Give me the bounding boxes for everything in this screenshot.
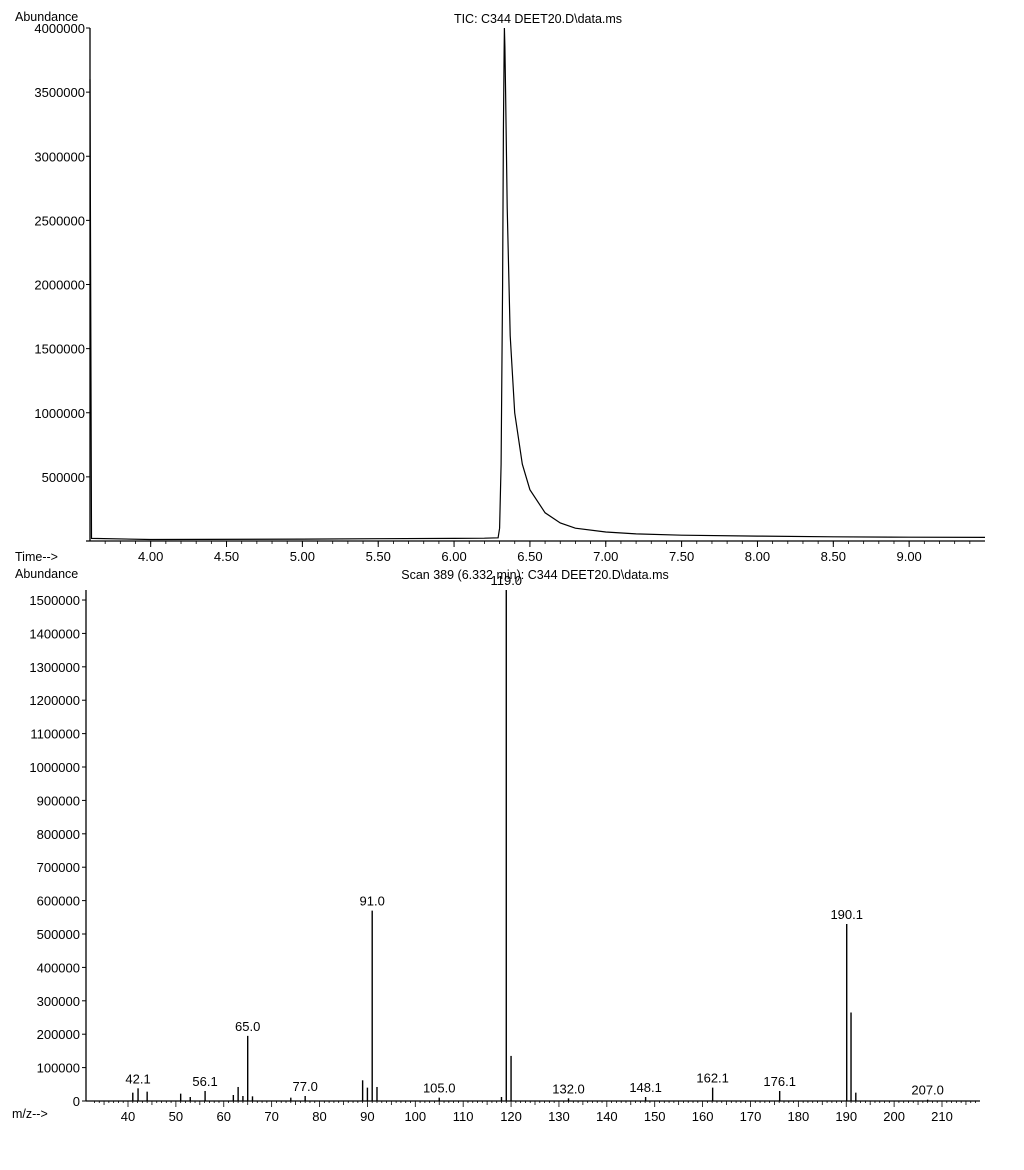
tic-x-tick-label: 5.00	[290, 549, 315, 564]
ms-x-tick-label: 120	[500, 1109, 522, 1124]
ms-x-tick-label: 100	[404, 1109, 426, 1124]
ms-y-ticks: 0 100000 200000 300000 400000 500000 600000 700…	[29, 593, 86, 1109]
ms-x-tick-label: 130	[548, 1109, 570, 1124]
tic-x-ticks: 4.00 4.50 5.00 5.50 6.00 6.50 7.00 7.50 8.00 8.50…	[104, 541, 971, 564]
tic-xlabel: Time-->	[15, 550, 58, 564]
ms-y-tick-label: 800000	[37, 827, 80, 842]
tic-chart: Abundance TIC: C344 DEET20.D\data.ms 500…	[15, 10, 986, 564]
ms-x-tick-label: 190	[835, 1109, 857, 1124]
ms-x-tick-label: 210	[931, 1109, 953, 1124]
tic-x-tick-label: 6.00	[441, 549, 466, 564]
tic-x-tick-label: 7.00	[593, 549, 618, 564]
ms-x-tick-label: 40	[121, 1109, 135, 1124]
ms-peak-label: 91.0	[360, 894, 385, 909]
tic-y-tick-label: 3000000	[34, 149, 85, 164]
tic-trace-line	[89, 27, 986, 541]
tic-x-tick-label: 7.50	[669, 549, 694, 564]
ms-x-ticks: 40 50 60 70 80 90 100 110 120 130 140 150 160 170 180 1…	[94, 1101, 976, 1124]
ms-y-tick-label: 1500000	[29, 593, 80, 608]
ms-x-tick-label: 170	[740, 1109, 762, 1124]
ms-y-tick-label: 1000000	[29, 760, 80, 775]
ms-x-tick-label: 160	[692, 1109, 714, 1124]
ms-y-tick-label: 200000	[37, 1027, 80, 1042]
tic-x-tick-label: 5.50	[366, 549, 391, 564]
ms-y-tick-label: 1400000	[29, 626, 80, 641]
ms-peak-label: 56.1	[192, 1074, 217, 1089]
tic-y-tick-label: 1500000	[34, 342, 85, 357]
ms-y-tick-label: 100000	[37, 1061, 80, 1076]
ms-y-tick-label: 400000	[37, 960, 80, 975]
ms-x-tick-label: 60	[217, 1109, 231, 1124]
ms-y-tick-label: 300000	[37, 994, 80, 1009]
tic-x-tick-label: 4.50	[214, 549, 239, 564]
mass-spectrum-chart: Abundance Scan 389 (6.332 min): C344 DEE…	[12, 567, 980, 1124]
ms-peak-label: 77.0	[293, 1079, 318, 1094]
tic-y-tick-label: 500000	[42, 470, 85, 485]
ms-y-tick-label: 700000	[37, 860, 80, 875]
ms-peak-label: 132.0	[552, 1081, 585, 1096]
tic-y-tick-label: 4000000	[34, 21, 85, 36]
ms-y-tick-label: 900000	[37, 793, 80, 808]
tic-y-ticks: 500000 1000000 1500000 2000000 2500000 300000…	[34, 21, 90, 485]
ms-peak-label: 65.0	[235, 1019, 260, 1034]
tic-x-tick-label: 4.00	[138, 549, 163, 564]
tic-y-tick-label: 3500000	[34, 85, 85, 100]
ms-x-tick-label: 140	[596, 1109, 618, 1124]
ms-x-tick-label: 200	[883, 1109, 905, 1124]
ms-x-tick-label: 150	[644, 1109, 666, 1124]
tic-y-tick-label: 2000000	[34, 278, 85, 293]
ms-peak-label: 119.0	[490, 573, 522, 588]
tic-y-tick-label: 1000000	[34, 406, 85, 421]
ms-peak-label: 42.1	[125, 1071, 150, 1086]
ms-peak-label: 162.1	[696, 1071, 729, 1086]
tic-ylabel: Abundance	[15, 10, 78, 24]
ms-x-tick-label: 70	[264, 1109, 278, 1124]
ms-xlabel: m/z-->	[12, 1107, 48, 1121]
ms-peak-label: 148.1	[629, 1080, 662, 1095]
ms-x-tick-label: 180	[788, 1109, 810, 1124]
ms-title: Scan 389 (6.332 min): C344 DEET20.D\data…	[401, 568, 669, 582]
tic-x-tick-label: 6.50	[517, 549, 542, 564]
ms-peak-label: 105.0	[423, 1081, 456, 1096]
tic-x-tick-label: 9.00	[896, 549, 921, 564]
ms-x-tick-label: 110	[453, 1109, 474, 1124]
tic-title: TIC: C344 DEET20.D\data.ms	[454, 12, 622, 26]
ms-y-tick-label: 0	[73, 1094, 80, 1109]
ms-x-tick-label: 90	[360, 1109, 374, 1124]
ms-peak-label: 190.1	[830, 907, 863, 922]
ms-y-tick-label: 500000	[37, 927, 80, 942]
ms-peak-label: 207.0	[911, 1083, 944, 1098]
ms-peaks: 42.1 56.1 65.0 77.0 91.0 105.0 119.0 132.0 148.1…	[125, 573, 944, 1101]
ms-y-tick-label: 600000	[37, 894, 80, 909]
ms-x-tick-label: 50	[169, 1109, 183, 1124]
ms-y-tick-label: 1200000	[29, 693, 80, 708]
tic-y-tick-label: 2500000	[34, 213, 85, 228]
ms-ylabel: Abundance	[15, 567, 78, 581]
ms-y-tick-label: 1100000	[30, 727, 80, 742]
ms-peak-label: 176.1	[763, 1074, 796, 1089]
ms-y-tick-label: 1300000	[29, 660, 80, 675]
ms-x-tick-label: 80	[312, 1109, 326, 1124]
tic-x-tick-label: 8.00	[745, 549, 770, 564]
tic-x-tick-label: 8.50	[821, 549, 846, 564]
